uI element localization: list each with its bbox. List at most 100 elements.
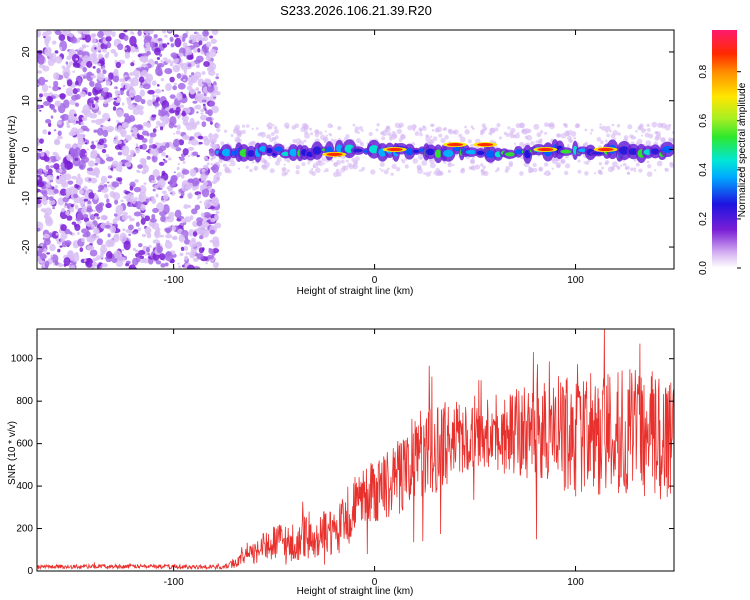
noise-blob bbox=[66, 215, 73, 221]
band-halo bbox=[400, 134, 406, 140]
noise-blob bbox=[133, 153, 136, 157]
noise-blob bbox=[37, 188, 41, 193]
spectrogram-x-tick-label: 0 bbox=[372, 275, 378, 286]
noise-blob bbox=[188, 229, 195, 237]
noise-blob bbox=[132, 248, 137, 252]
noise-blob bbox=[128, 233, 132, 236]
noise-blob bbox=[152, 94, 155, 98]
band-highlight bbox=[515, 149, 522, 155]
noise-blob bbox=[96, 207, 101, 211]
noise-blob bbox=[131, 198, 136, 204]
noise-blob bbox=[81, 207, 87, 215]
band-halo bbox=[400, 158, 404, 162]
noise-blob bbox=[48, 199, 56, 205]
noise-blob bbox=[189, 39, 193, 43]
noise-blob bbox=[191, 237, 196, 243]
band-halo bbox=[657, 122, 663, 128]
band-halo bbox=[654, 169, 657, 172]
noise-blob bbox=[197, 193, 202, 199]
noise-blob bbox=[134, 179, 139, 183]
noise-blob bbox=[76, 212, 84, 219]
noise-blob bbox=[104, 224, 111, 229]
noise-blob bbox=[165, 107, 170, 111]
band-halo bbox=[398, 124, 402, 129]
noise-blob bbox=[205, 41, 212, 48]
noise-blob bbox=[71, 221, 77, 226]
noise-blob bbox=[155, 125, 159, 129]
band-halo bbox=[655, 131, 659, 134]
band-halo bbox=[514, 133, 520, 139]
noise-blob bbox=[105, 30, 111, 33]
noise-blob bbox=[178, 234, 185, 243]
noise-blob bbox=[81, 44, 87, 48]
noise-blob bbox=[122, 102, 125, 106]
noise-blob bbox=[46, 252, 51, 255]
noise-blob bbox=[105, 154, 110, 158]
noise-blob bbox=[168, 157, 172, 161]
band-halo bbox=[467, 139, 472, 144]
noise-blob bbox=[77, 30, 83, 35]
noise-blob bbox=[161, 170, 166, 176]
noise-blob bbox=[119, 131, 125, 135]
band-halo bbox=[640, 134, 644, 137]
noise-blob bbox=[118, 161, 123, 167]
noise-blob bbox=[173, 108, 176, 111]
noise-blob bbox=[207, 81, 212, 87]
noise-blob bbox=[195, 87, 200, 92]
band-halo bbox=[524, 135, 529, 140]
band-halo bbox=[472, 156, 475, 159]
band-halo bbox=[431, 128, 435, 132]
noise-blob bbox=[55, 156, 62, 161]
band-halo bbox=[536, 132, 542, 138]
noise-blob bbox=[151, 98, 156, 102]
noise-blob bbox=[113, 138, 119, 144]
noise-blob bbox=[100, 175, 108, 184]
noise-blob bbox=[83, 185, 88, 191]
band-halo bbox=[311, 167, 314, 171]
noise-blob bbox=[102, 86, 109, 93]
noise-blob bbox=[179, 252, 184, 257]
band-halo bbox=[480, 163, 484, 167]
noise-blob bbox=[196, 31, 200, 36]
noise-blob bbox=[97, 110, 101, 115]
noise-blob bbox=[145, 42, 151, 49]
noise-blob bbox=[130, 62, 135, 67]
noise-blob bbox=[155, 227, 161, 232]
spectrogram-y-tick-label: -10 bbox=[21, 191, 32, 206]
noise-blob bbox=[46, 174, 54, 181]
noise-blob bbox=[139, 255, 145, 260]
noise-blob bbox=[125, 134, 132, 141]
noise-blob bbox=[147, 89, 155, 95]
noise-blob bbox=[105, 239, 112, 248]
noise-blob bbox=[59, 245, 63, 248]
noise-blob bbox=[147, 252, 151, 256]
band-halo bbox=[513, 142, 517, 145]
noise-blob bbox=[54, 184, 58, 189]
noise-blob bbox=[199, 200, 202, 204]
noise-blob bbox=[63, 173, 72, 181]
noise-blob bbox=[164, 241, 173, 249]
noise-blob bbox=[136, 133, 140, 137]
signal-band bbox=[214, 121, 674, 178]
colorbar-tick-label: 0.4 bbox=[698, 162, 709, 176]
noise-blob bbox=[75, 80, 79, 86]
noise-blob bbox=[47, 168, 53, 175]
band-halo bbox=[470, 125, 474, 129]
noise-blob bbox=[83, 198, 89, 202]
noise-blob bbox=[105, 35, 112, 42]
noise-blob bbox=[172, 235, 178, 241]
noise-blob bbox=[93, 209, 96, 212]
noise-blob bbox=[114, 199, 119, 205]
noise-blob bbox=[215, 73, 219, 77]
noise-blob bbox=[207, 109, 213, 117]
noise-blob bbox=[177, 163, 181, 166]
noise-blob bbox=[39, 253, 47, 260]
band-halo bbox=[249, 168, 253, 173]
band-halo bbox=[272, 124, 275, 127]
noise-blob bbox=[177, 116, 180, 119]
noise-blob bbox=[158, 211, 167, 217]
band-halo bbox=[543, 162, 549, 167]
noise-blob bbox=[42, 169, 48, 173]
noise-blob bbox=[68, 131, 76, 137]
spectrogram-y-tick-label: -20 bbox=[21, 239, 32, 254]
